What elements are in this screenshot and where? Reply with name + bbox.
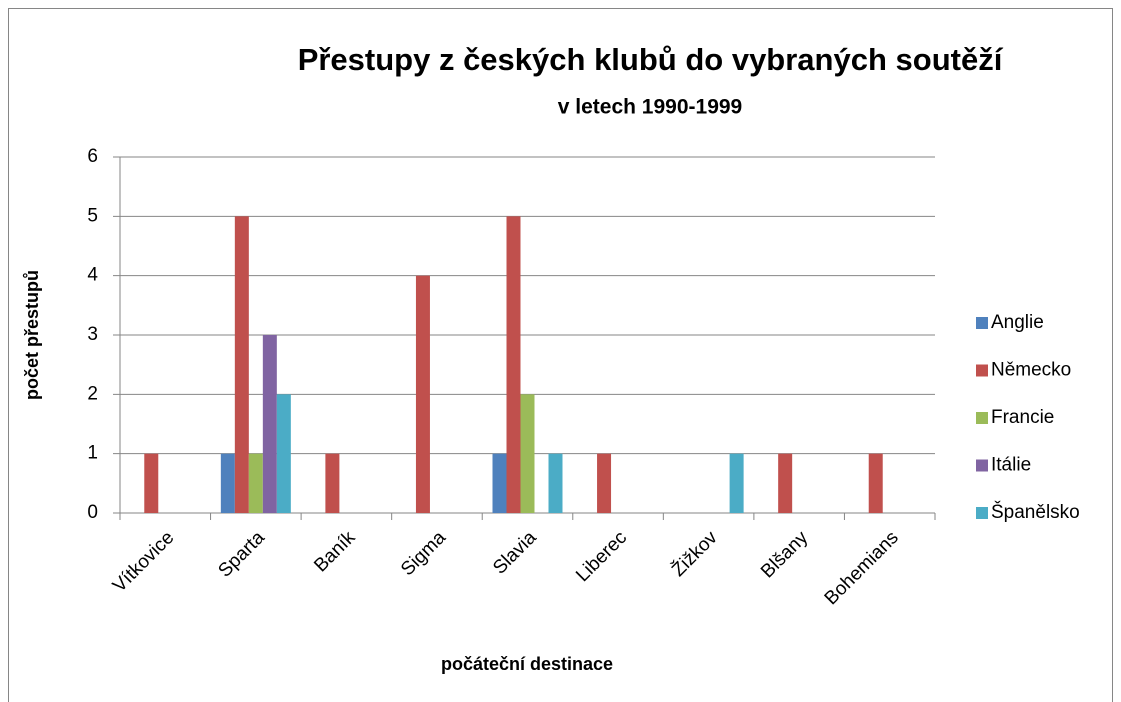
x-tick-label: Bohemians <box>821 527 903 609</box>
bar <box>220 453 235 513</box>
bar <box>415 275 430 513</box>
bar <box>778 453 793 513</box>
x-tick-label: Liberec <box>572 527 631 586</box>
y-tick-label: 0 <box>87 502 98 523</box>
bar <box>234 216 249 514</box>
bar <box>262 335 277 513</box>
x-axis-title: počáteční destinace <box>441 654 613 674</box>
chart-subtitle: v letech 1990-1999 <box>558 96 742 119</box>
bar <box>325 453 340 513</box>
bar <box>276 394 291 513</box>
bar <box>597 453 612 513</box>
legend-swatch <box>976 317 988 329</box>
legend-label: Německo <box>991 360 1071 381</box>
legend-swatch <box>976 459 988 472</box>
bar <box>729 453 744 513</box>
bar <box>506 216 521 514</box>
chart-frame <box>8 8 1113 702</box>
bar <box>520 394 535 513</box>
y-tick-label: 6 <box>87 146 98 167</box>
legend-label: Anglie <box>991 312 1044 333</box>
y-tick-label: 2 <box>87 383 98 404</box>
x-tick-label: Vítkovice <box>109 527 178 596</box>
legend-label: Španělsko <box>991 501 1080 523</box>
y-tick-label: 4 <box>87 265 98 286</box>
x-tick-label: Žižkov <box>667 526 722 581</box>
y-tick-label: 5 <box>87 205 98 226</box>
bar <box>248 453 263 513</box>
x-tick-label: Blšany <box>757 527 813 583</box>
legend-swatch <box>976 507 988 519</box>
bar <box>548 453 563 513</box>
legend-label: Itálie <box>991 455 1031 476</box>
y-tick-label: 1 <box>87 443 98 464</box>
bar <box>144 453 159 513</box>
bar <box>868 453 883 513</box>
legend-swatch <box>976 412 988 424</box>
x-tick-label: Sigma <box>397 527 450 580</box>
x-tick-label: Slavia <box>489 527 541 579</box>
y-tick-label: 3 <box>87 324 98 345</box>
x-tick-label: Baník <box>310 527 360 577</box>
bar <box>492 453 507 513</box>
legend-swatch <box>976 364 988 377</box>
x-tick-label: Sparta <box>214 527 269 582</box>
chart-title: Přestupy z českých klubů do vybraných so… <box>298 42 1004 77</box>
y-axis-title: počet přestupů <box>22 270 42 400</box>
legend-label: Francie <box>991 407 1054 428</box>
